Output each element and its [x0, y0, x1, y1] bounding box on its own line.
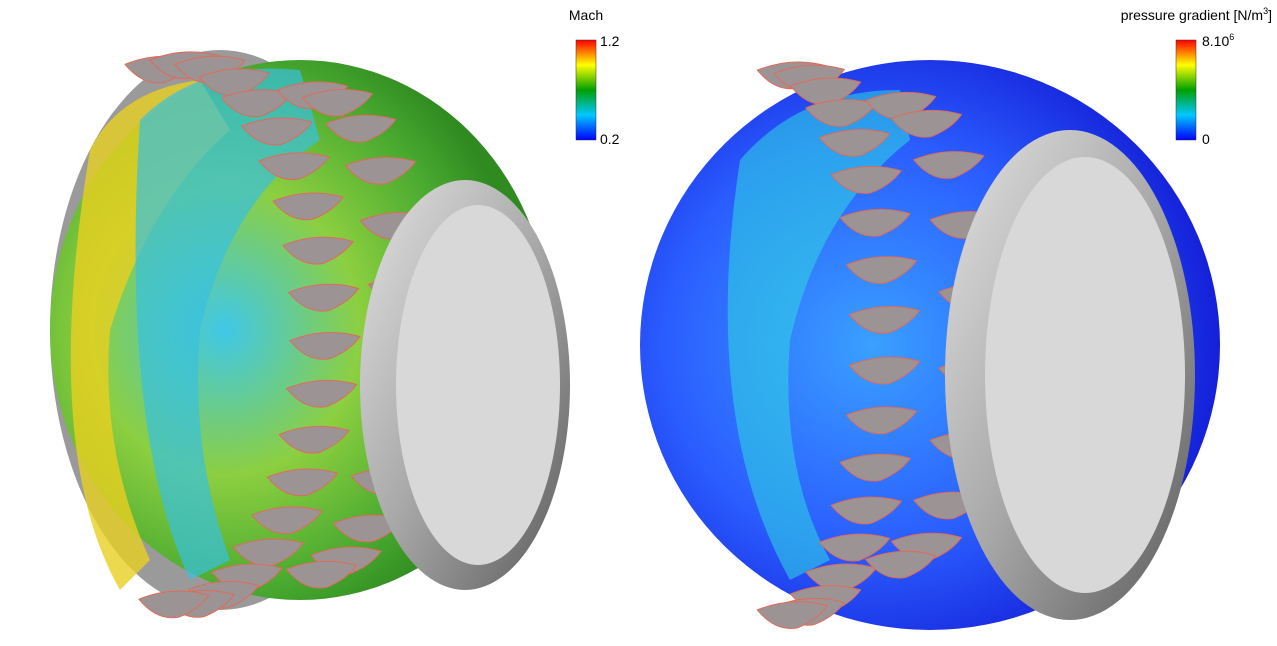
max-base: 8.10	[1202, 33, 1229, 49]
title-text: pressure gradient [N/m	[1121, 7, 1263, 23]
outlet-ring-inner	[396, 205, 560, 565]
colorbar-min: 0	[1202, 131, 1210, 147]
colorbar-max: 1.2	[600, 33, 620, 49]
colorbar	[576, 40, 596, 140]
pressure-gradient-rendering	[640, 60, 1220, 630]
title-end: ]	[1268, 7, 1272, 23]
pressure-colorbar: pressure gradient [N/m3] 8.106 0	[1121, 6, 1272, 147]
colorbar-min: 0.2	[600, 131, 620, 147]
mach-colorbar: Mach 1.2 0.2	[569, 7, 620, 147]
mach-rendering	[50, 50, 570, 618]
max-sup: 6	[1229, 32, 1234, 42]
colorbar-max: 8.106	[1202, 32, 1234, 49]
page: {"panels": [ {"colorbar": {"title": "Mac…	[0, 0, 1277, 646]
outlet-ring-inner	[985, 157, 1185, 593]
colorbar	[1176, 40, 1196, 140]
colorbar-title: Mach	[569, 7, 603, 23]
figure: Mach 1.2 0.2 pressure gradient [N/m3] 8.…	[0, 0, 1277, 646]
blade	[757, 602, 827, 629]
colorbar-title: pressure gradient [N/m3]	[1121, 6, 1272, 23]
